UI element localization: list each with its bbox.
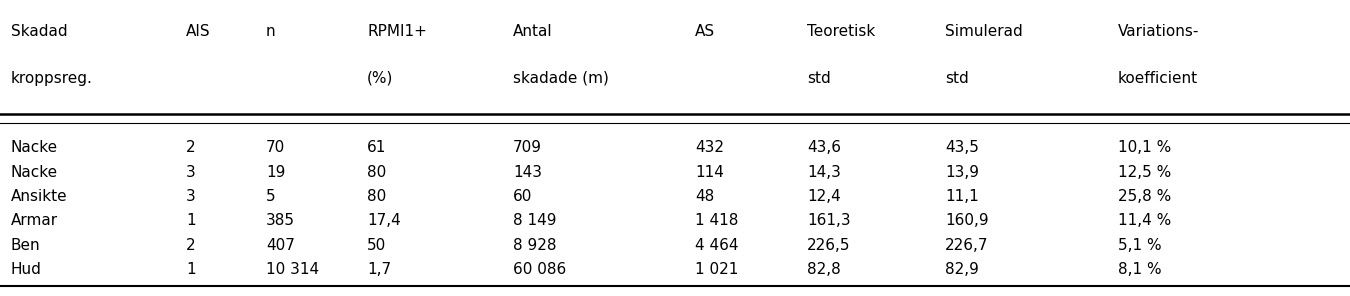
Text: 25,8 %: 25,8 % [1118, 189, 1170, 204]
Text: 82,8: 82,8 [807, 262, 841, 277]
Text: 8,1 %: 8,1 % [1118, 262, 1161, 277]
Text: 161,3: 161,3 [807, 213, 850, 228]
Text: 43,6: 43,6 [807, 141, 841, 155]
Text: 143: 143 [513, 165, 541, 180]
Text: 5: 5 [266, 189, 275, 204]
Text: 11,1: 11,1 [945, 189, 979, 204]
Text: 1: 1 [186, 213, 196, 228]
Text: Ben: Ben [11, 238, 40, 252]
Text: Simulerad: Simulerad [945, 24, 1023, 38]
Text: 80: 80 [367, 165, 386, 180]
Text: 385: 385 [266, 213, 294, 228]
Text: 2: 2 [186, 141, 196, 155]
Text: (%): (%) [367, 71, 394, 86]
Text: Antal: Antal [513, 24, 552, 38]
Text: Skadad: Skadad [11, 24, 68, 38]
Text: 160,9: 160,9 [945, 213, 988, 228]
Text: 1,7: 1,7 [367, 262, 392, 277]
Text: AIS: AIS [186, 24, 211, 38]
Text: 407: 407 [266, 238, 294, 252]
Text: Variations-: Variations- [1118, 24, 1199, 38]
Text: 43,5: 43,5 [945, 141, 979, 155]
Text: 5,1 %: 5,1 % [1118, 238, 1161, 252]
Text: 17,4: 17,4 [367, 213, 401, 228]
Text: 11,4 %: 11,4 % [1118, 213, 1170, 228]
Text: kroppsreg.: kroppsreg. [11, 71, 93, 86]
Text: 709: 709 [513, 141, 541, 155]
Text: 1: 1 [186, 262, 196, 277]
Text: 19: 19 [266, 165, 285, 180]
Text: 10 314: 10 314 [266, 262, 319, 277]
Text: Teoretisk: Teoretisk [807, 24, 876, 38]
Text: Ansikte: Ansikte [11, 189, 68, 204]
Text: 60: 60 [513, 189, 532, 204]
Text: 12,5 %: 12,5 % [1118, 165, 1170, 180]
Text: 14,3: 14,3 [807, 165, 841, 180]
Text: std: std [807, 71, 832, 86]
Text: 4 464: 4 464 [695, 238, 738, 252]
Text: 8 928: 8 928 [513, 238, 556, 252]
Text: 48: 48 [695, 189, 714, 204]
Text: 50: 50 [367, 238, 386, 252]
Text: 2: 2 [186, 238, 196, 252]
Text: 3: 3 [186, 189, 196, 204]
Text: koefficient: koefficient [1118, 71, 1197, 86]
Text: n: n [266, 24, 275, 38]
Text: Hud: Hud [11, 262, 42, 277]
Text: skadade (m): skadade (m) [513, 71, 609, 86]
Text: Nacke: Nacke [11, 141, 58, 155]
Text: 70: 70 [266, 141, 285, 155]
Text: 12,4: 12,4 [807, 189, 841, 204]
Text: std: std [945, 71, 969, 86]
Text: 61: 61 [367, 141, 386, 155]
Text: 13,9: 13,9 [945, 165, 979, 180]
Text: 8 149: 8 149 [513, 213, 556, 228]
Text: 3: 3 [186, 165, 196, 180]
Text: 114: 114 [695, 165, 724, 180]
Text: 226,7: 226,7 [945, 238, 988, 252]
Text: 60 086: 60 086 [513, 262, 566, 277]
Text: 226,5: 226,5 [807, 238, 850, 252]
Text: 432: 432 [695, 141, 724, 155]
Text: Armar: Armar [11, 213, 58, 228]
Text: AS: AS [695, 24, 716, 38]
Text: 82,9: 82,9 [945, 262, 979, 277]
Text: 1 418: 1 418 [695, 213, 738, 228]
Text: 10,1 %: 10,1 % [1118, 141, 1170, 155]
Text: RPMI1+: RPMI1+ [367, 24, 427, 38]
Text: Nacke: Nacke [11, 165, 58, 180]
Text: 80: 80 [367, 189, 386, 204]
Text: 1 021: 1 021 [695, 262, 738, 277]
